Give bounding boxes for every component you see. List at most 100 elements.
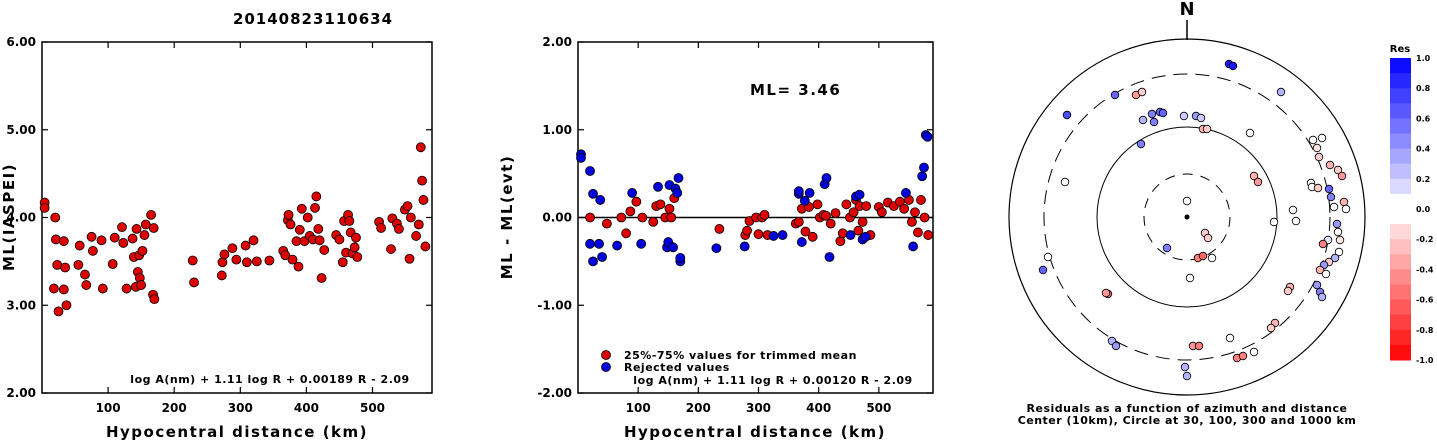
ml-y-tick-label: 3.00 bbox=[6, 298, 36, 312]
residual-y-tick-label: -1.00 bbox=[537, 298, 572, 312]
ml-station-point bbox=[107, 259, 118, 269]
residual-x-tick-label: 500 bbox=[866, 401, 891, 415]
ml-station-point bbox=[242, 257, 252, 268]
residual-x-ticks: 100 200 300 400 500 bbox=[626, 42, 891, 415]
residual-rejected-point bbox=[636, 238, 647, 249]
ml-station-point bbox=[137, 245, 148, 256]
colorbar-tick-label: -0.4 bbox=[1416, 265, 1434, 274]
residual-accepted-point bbox=[861, 201, 872, 211]
residual-rejected-point bbox=[711, 243, 722, 254]
ml-station-point bbox=[140, 219, 151, 230]
azimuth-station-point bbox=[1314, 152, 1324, 162]
azimuth-station-point bbox=[1062, 110, 1072, 120]
ml-station-point bbox=[39, 202, 50, 213]
azimuth-station-point bbox=[1138, 115, 1148, 125]
ml-station-point bbox=[118, 238, 129, 248]
residual-y-tick-label: 0.00 bbox=[542, 211, 572, 225]
ml-station-point bbox=[310, 202, 320, 213]
azimuth-station-point bbox=[1332, 219, 1342, 229]
residual-accepted-point bbox=[664, 203, 675, 214]
ml-x-tick-label: 300 bbox=[228, 401, 253, 415]
azimuth-station-point bbox=[1101, 288, 1111, 298]
colorbar-cell bbox=[1390, 254, 1411, 270]
ml-station-point bbox=[50, 234, 61, 245]
ml-station-point bbox=[251, 256, 262, 267]
azimuth-station-point bbox=[1198, 251, 1208, 261]
ml-station-point bbox=[415, 142, 426, 153]
azimuth-station-point bbox=[1317, 133, 1327, 143]
azimuth-station-point bbox=[1228, 61, 1238, 71]
residual-rejected-point bbox=[917, 171, 928, 182]
ml-station-point bbox=[73, 259, 84, 270]
azimuth-station-point bbox=[1249, 347, 1259, 357]
ml-station-point bbox=[402, 201, 413, 211]
residual-y-axis-label: ML - ML(evt) bbox=[498, 155, 516, 279]
azimuth-station-point bbox=[1334, 247, 1344, 257]
azimuth-station-point bbox=[1185, 273, 1195, 283]
residual-rejected-point bbox=[793, 186, 804, 197]
residual-accepted-point bbox=[585, 212, 595, 223]
ml-y-tick-label: 2.00 bbox=[6, 386, 36, 400]
figure-title: 20140823110634 bbox=[233, 10, 393, 28]
azimuth-station-point bbox=[1291, 216, 1301, 226]
ml-station-point bbox=[148, 223, 159, 233]
ml-points bbox=[39, 142, 431, 317]
residual-rejected-point bbox=[854, 189, 865, 200]
ring-100km bbox=[1096, 126, 1278, 308]
azimuth-station-point bbox=[1238, 351, 1248, 361]
residual-formula: log A(nm) + 1.11 log R + 0.00120 R - 2.0… bbox=[633, 374, 912, 387]
azimuth-station-point bbox=[1325, 160, 1335, 170]
ml-station-point bbox=[293, 261, 304, 272]
residual-rejected-point bbox=[585, 238, 595, 249]
residual-accepted-point bbox=[714, 224, 725, 234]
residual-accepted-point bbox=[923, 230, 934, 240]
residual-rejected-point bbox=[768, 231, 779, 241]
legend-rejected-label: Rejected values bbox=[624, 361, 730, 374]
ml-station-point bbox=[61, 300, 72, 311]
azimuth-caption-1: Residuals as a function of azimuth and d… bbox=[1027, 402, 1348, 415]
ml-station-point bbox=[187, 255, 198, 266]
colorbar-tick-label: -0.8 bbox=[1416, 326, 1434, 335]
azimuth-station-point bbox=[1147, 109, 1157, 119]
ml-y-tick-label: 6.00 bbox=[6, 35, 36, 49]
colorbar-cell bbox=[1390, 148, 1411, 165]
residual-accepted-point bbox=[793, 216, 804, 227]
ml-station-point bbox=[376, 223, 387, 233]
colorbar-cell bbox=[1390, 329, 1411, 346]
residual-y-tick-label: 1.00 bbox=[542, 123, 572, 137]
legend-accepted-label: 25%-75% values for trimmed mean bbox=[624, 349, 857, 362]
ml-x-tick-label: 400 bbox=[294, 401, 319, 415]
residual-rejected-point bbox=[627, 188, 638, 198]
ml-station-point bbox=[121, 283, 132, 294]
colorbar-cell bbox=[1390, 133, 1411, 150]
ml-station-point bbox=[216, 270, 227, 281]
ml-station-point bbox=[74, 240, 85, 251]
azimuth-station-point bbox=[1318, 239, 1328, 249]
residual-accepted-point bbox=[910, 207, 920, 218]
colorbar-tick-label: -1.0 bbox=[1416, 356, 1434, 365]
azimuth-station-point bbox=[1339, 197, 1349, 207]
residual-accepted-point bbox=[919, 212, 930, 223]
residual-accepted-point bbox=[637, 212, 648, 223]
residual-x-tick-label: 100 bbox=[626, 401, 651, 415]
residual-rejected-point bbox=[668, 242, 678, 253]
colorbar-tick-label: -0.6 bbox=[1416, 296, 1434, 305]
azimuth-station-point bbox=[1203, 233, 1213, 243]
azimuth-station-point bbox=[1245, 128, 1255, 138]
residual-accepted-point bbox=[907, 216, 917, 227]
colorbar-cell bbox=[1390, 344, 1411, 361]
ml-x-ticks: 100 200 300 400 500 bbox=[96, 42, 385, 415]
ml-station-point bbox=[352, 252, 363, 262]
colorbar-tick-label: 1.0 bbox=[1416, 54, 1431, 63]
ml-station-point bbox=[420, 241, 431, 252]
ml-station-point bbox=[418, 195, 429, 205]
residual-y-tick-label: 2.00 bbox=[542, 35, 572, 49]
ml-station-point bbox=[131, 224, 142, 234]
residual-rejected-point bbox=[845, 230, 856, 240]
colorbar-cell bbox=[1390, 224, 1411, 240]
residual-rejected-point bbox=[612, 240, 623, 251]
residual-rejected-point bbox=[824, 252, 835, 262]
azimuth-station-point bbox=[1341, 204, 1351, 214]
azimuth-station-point bbox=[1283, 286, 1293, 296]
